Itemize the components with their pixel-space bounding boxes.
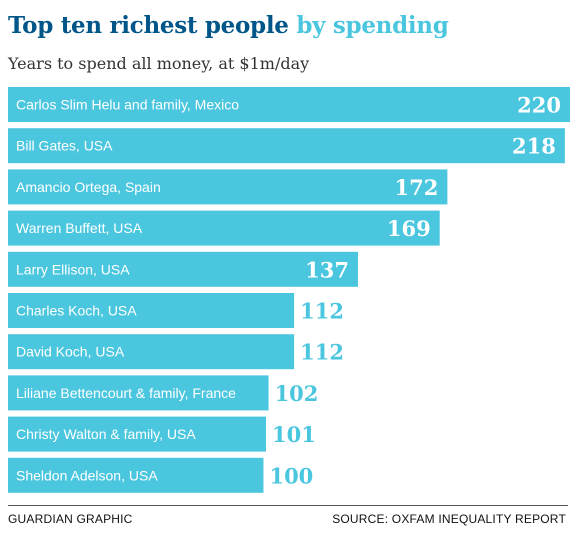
bar	[8, 169, 448, 205]
bar-value-label: 137	[305, 257, 349, 282]
bar-label: Charles Koch, USA	[16, 303, 137, 319]
chart-title: Top ten richest people by spending	[8, 12, 449, 39]
bar-value-label: 102	[275, 381, 319, 406]
bar-value-label: 112	[300, 299, 344, 324]
bar	[8, 251, 358, 287]
bar-label: Christy Walton & family, USA	[16, 426, 196, 442]
bar-value-label: 218	[512, 134, 556, 159]
bar-value-label: 220	[517, 93, 561, 118]
bar-label: Sheldon Adelson, USA	[16, 467, 158, 483]
bar	[8, 334, 295, 370]
bar	[8, 375, 269, 411]
bar	[8, 210, 440, 246]
bar	[8, 128, 565, 164]
footer-credit: GUARDIAN GRAPHIC	[8, 512, 133, 526]
bar-label: Larry Ellison, USA	[16, 261, 130, 277]
footer-source: SOURCE: OXFAM INEQUALITY REPORT	[332, 512, 566, 526]
bar-label: Carlos Slim Helu and family, Mexico	[16, 97, 239, 113]
bar	[8, 416, 267, 452]
bar-value-label: 172	[395, 175, 439, 200]
footer-rule	[8, 505, 568, 506]
chart-title-main: Top ten richest people	[8, 12, 289, 39]
bar-label: Amancio Ortega, Spain	[16, 179, 161, 195]
bar-value-label: 112	[300, 340, 344, 365]
bar-chart: Carlos Slim Helu and family, Mexico 220 Bi…	[8, 87, 570, 493]
bar-value-label: 101	[272, 422, 316, 447]
bar	[8, 457, 264, 493]
bar-value-label: 100	[269, 463, 313, 488]
bar-label: Bill Gates, USA	[16, 138, 113, 154]
bar-label: Warren Buffett, USA	[16, 220, 143, 236]
chart-subtitle: Years to spend all money, at $1m/day	[8, 54, 310, 73]
bar	[8, 293, 295, 328]
bar-label: David Koch, USA	[16, 344, 125, 360]
bar-value-label: 169	[387, 216, 431, 241]
chart-title-accent: by spending	[296, 12, 449, 39]
bar-label: Liliane Bettencourt & family, France	[16, 385, 236, 401]
bar	[8, 87, 570, 122]
